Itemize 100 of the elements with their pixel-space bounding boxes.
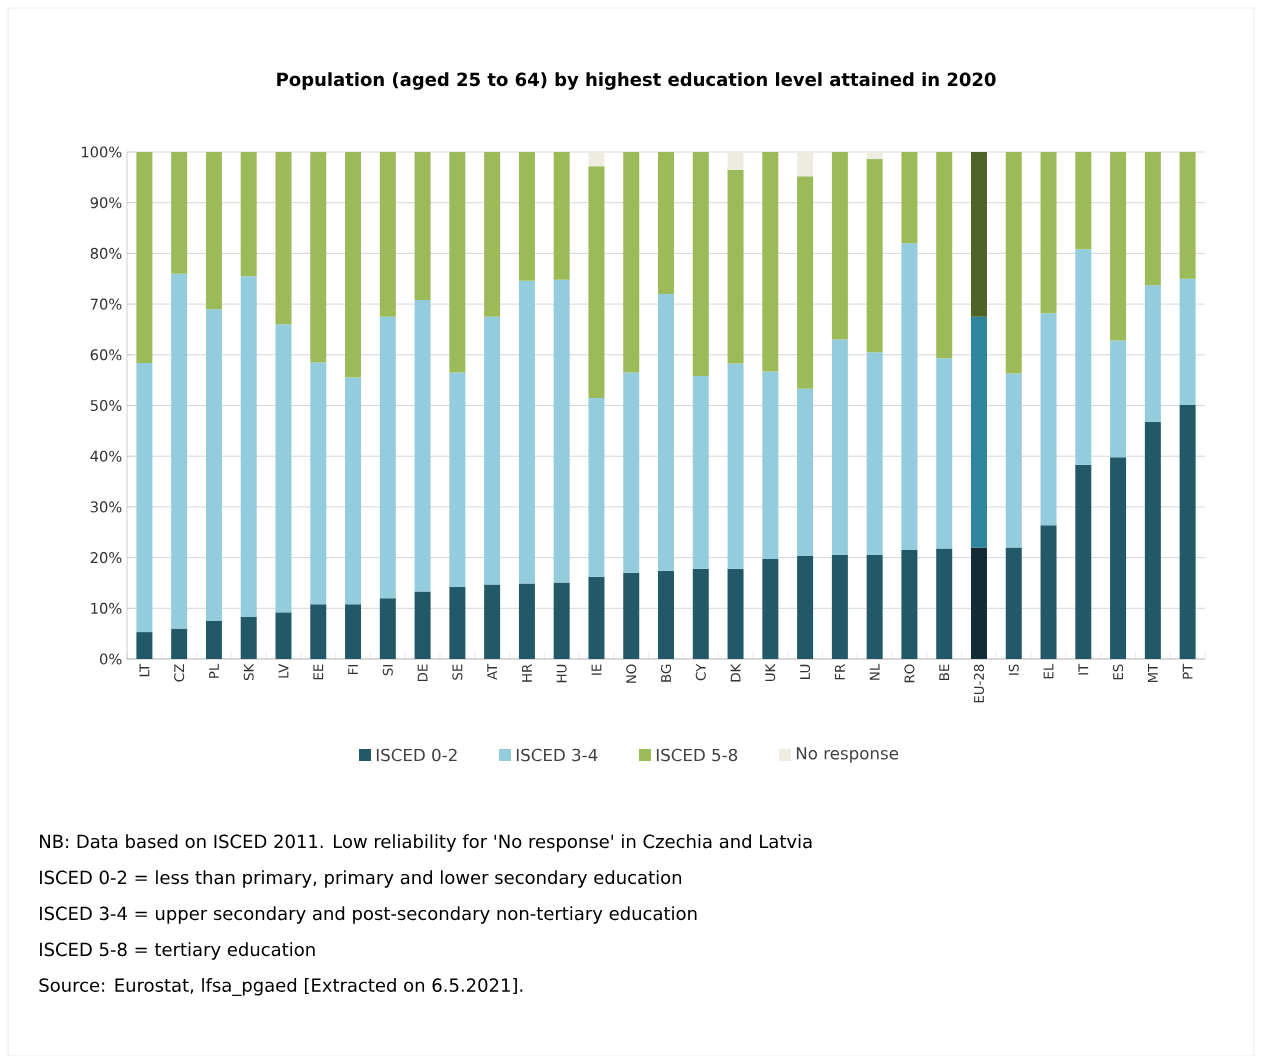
bar bbox=[345, 604, 362, 659]
bar bbox=[936, 151, 953, 359]
bar bbox=[449, 151, 466, 373]
bar bbox=[901, 151, 918, 244]
x-tick-label: MT bbox=[1147, 663, 1158, 683]
x-tick-label: FR bbox=[835, 664, 845, 680]
bar bbox=[1144, 285, 1161, 422]
y-tick-label: 30% bbox=[90, 501, 122, 513]
bar bbox=[970, 151, 987, 317]
x-tick-label: SK bbox=[243, 663, 254, 681]
bar bbox=[553, 279, 570, 583]
bar bbox=[240, 616, 257, 659]
bar bbox=[1005, 373, 1022, 548]
bar bbox=[275, 612, 292, 659]
bar bbox=[310, 151, 327, 363]
bar bbox=[1179, 151, 1196, 279]
bar bbox=[136, 632, 153, 659]
source-note: Source: Eurostat, lfsa_pgaed [Extracted on 6.5.2021]. bbox=[39, 978, 523, 996]
bar bbox=[831, 151, 848, 340]
bar bbox=[310, 604, 327, 659]
bar bbox=[553, 582, 570, 659]
bar bbox=[588, 576, 605, 659]
x-tick-label: LT bbox=[139, 663, 150, 677]
text: ISCED 3-4 = upper secondary and post-secondary non-tertiary education bbox=[40, 906, 697, 924]
bar bbox=[136, 151, 153, 363]
bar bbox=[623, 151, 640, 373]
bar bbox=[727, 169, 744, 364]
y-tick-label: 100% bbox=[81, 146, 122, 158]
x-tick-label: HU bbox=[556, 664, 567, 683]
bar bbox=[692, 151, 709, 377]
x-tick-label: EL bbox=[1043, 663, 1054, 679]
x-tick-label: DK bbox=[730, 663, 741, 682]
bar bbox=[379, 316, 396, 599]
bar bbox=[345, 151, 362, 378]
x-tick-label: DE bbox=[417, 664, 428, 682]
bar bbox=[205, 151, 222, 310]
y-tick-label: 90% bbox=[90, 197, 122, 209]
bar bbox=[240, 151, 257, 277]
bar bbox=[449, 587, 466, 659]
bar bbox=[1144, 421, 1161, 659]
bar bbox=[797, 176, 814, 389]
legend-label: ISCED 0-2 bbox=[376, 748, 457, 762]
bar bbox=[797, 388, 814, 557]
chart-title: Population (aged 25 to 64) by highest education level attained in 2020 bbox=[277, 72, 996, 90]
x-tick-label: CY bbox=[695, 663, 706, 681]
bar bbox=[518, 280, 535, 584]
bar bbox=[484, 316, 501, 585]
x-tick-label: EU-28 bbox=[973, 664, 985, 703]
bar bbox=[1110, 151, 1127, 341]
bar bbox=[762, 151, 779, 372]
bar bbox=[518, 151, 535, 281]
bar bbox=[553, 151, 570, 280]
x-tick-label: HR bbox=[522, 664, 532, 682]
bar bbox=[1110, 457, 1127, 659]
bar bbox=[901, 549, 918, 659]
bar bbox=[275, 324, 292, 613]
x-tick-label: BG bbox=[660, 664, 672, 682]
y-tick-label: 50% bbox=[90, 399, 122, 412]
bar bbox=[970, 547, 987, 659]
bar bbox=[1075, 249, 1092, 465]
x-tick-label: SE bbox=[452, 664, 463, 680]
bar bbox=[240, 276, 257, 617]
x-tick-label: NL bbox=[869, 663, 880, 680]
bar bbox=[1179, 278, 1196, 405]
bar bbox=[970, 316, 987, 548]
bar bbox=[727, 363, 744, 569]
legend-label: ISCED 5-8 bbox=[656, 748, 738, 762]
x-tick-label: CZ bbox=[174, 664, 185, 682]
bar bbox=[658, 151, 675, 294]
x-tick-label: NO bbox=[626, 664, 637, 683]
bar bbox=[588, 397, 605, 577]
bar bbox=[658, 570, 675, 659]
bar bbox=[1040, 151, 1057, 314]
bar bbox=[797, 151, 814, 177]
text: ISCED 5-8 = tertiary education bbox=[40, 942, 315, 960]
bar bbox=[1005, 151, 1022, 374]
bar bbox=[797, 556, 814, 659]
bar bbox=[310, 362, 327, 605]
x-tick-label: IE bbox=[591, 664, 602, 675]
bar bbox=[936, 358, 953, 549]
y-tick-label: 0% bbox=[99, 653, 122, 665]
y-tick-label: 20% bbox=[90, 552, 122, 564]
x-tick-label: AT bbox=[487, 663, 497, 680]
x-tick-label: PL bbox=[209, 663, 219, 678]
bar bbox=[866, 151, 883, 160]
bar bbox=[727, 568, 744, 659]
y-tick-label: 70% bbox=[90, 298, 122, 310]
bar bbox=[1144, 151, 1161, 286]
bar bbox=[588, 151, 605, 167]
bar bbox=[831, 339, 848, 556]
x-tick-label: ES bbox=[1113, 664, 1124, 680]
bar bbox=[588, 166, 605, 398]
x-tick-label: LU bbox=[800, 664, 811, 679]
bar bbox=[831, 555, 848, 659]
bar bbox=[171, 628, 188, 659]
bar bbox=[345, 377, 362, 605]
bar bbox=[484, 584, 501, 659]
bar bbox=[205, 309, 222, 621]
legend-label: ISCED 3-4 bbox=[516, 748, 598, 762]
bar bbox=[866, 352, 883, 556]
